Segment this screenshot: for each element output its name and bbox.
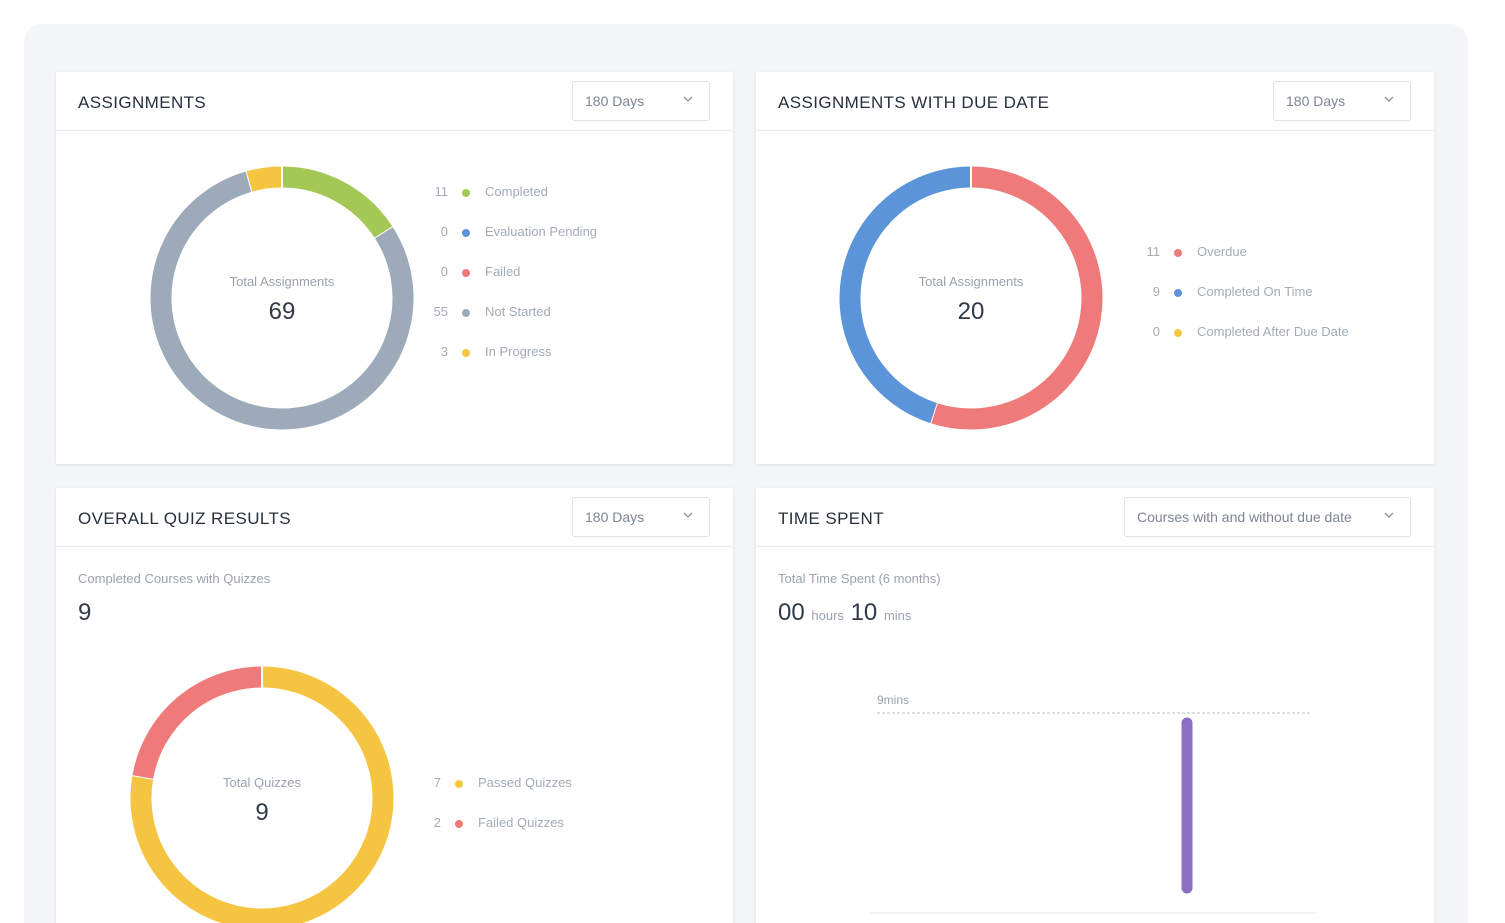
legend-count: 11 [1146, 244, 1161, 259]
legend-item[interactable]: 0 Evaluation Pending [432, 224, 692, 242]
completed-courses-value: 9 [78, 599, 92, 626]
legend-item[interactable]: 0 Completed After Due Date [1144, 324, 1404, 342]
donut-center-label: Total Assignments [918, 274, 1024, 289]
legend-item[interactable]: 11 Completed [432, 184, 692, 202]
reference-line-label: 9mins [877, 693, 910, 707]
donut-slice-completed-on-time[interactable] [839, 166, 972, 424]
slice-separator [131, 774, 155, 780]
legend-color-dot [462, 189, 470, 197]
legend-item[interactable]: 9 Completed On Time [1144, 284, 1404, 302]
legend-label: Completed After Due Date [1197, 324, 1349, 339]
donut-slice-in-progress[interactable] [246, 166, 283, 192]
mins-unit: mins [883, 608, 912, 623]
due-date-donut-chart [839, 165, 1103, 430]
assignments-donut-chart [150, 165, 414, 430]
donut-slice-completed[interactable] [281, 166, 393, 239]
donut-slice-failed-quizzes[interactable] [132, 666, 263, 780]
donut-center-value: 69 [268, 298, 296, 325]
total-time-value: 00 hours 10 mins [778, 599, 911, 627]
completed-courses-label: Completed Courses with Quizzes [78, 571, 271, 586]
legend-label: Overdue [1197, 244, 1247, 259]
legend-label: Completed On Time [1197, 284, 1313, 299]
hours-value: 00 [778, 599, 805, 626]
card-header: ASSIGNMENTS WITH DUE DATE 180 Days [756, 72, 1434, 131]
legend-label: In Progress [485, 344, 552, 359]
total-time-label: Total Time Spent (6 months) [778, 571, 941, 586]
legend-count: 3 [440, 344, 448, 359]
legend-item[interactable]: 0 Failed [432, 264, 692, 282]
legend-color-dot [1174, 249, 1182, 257]
legend-color-dot [1174, 329, 1182, 337]
hours-unit: hours [811, 608, 844, 623]
card-header: OVERALL QUIZ RESULTS 180 Days [56, 488, 733, 547]
donut-center-label: Total Quizzes [222, 775, 302, 790]
course-filter-dropdown[interactable]: Courses with and without due date [1124, 497, 1411, 537]
legend-color-dot [455, 820, 463, 828]
card-header: ASSIGNMENTS 180 Days [56, 72, 733, 131]
card-title: TIME SPENT [778, 509, 885, 528]
legend-color-dot [462, 349, 470, 357]
legend-label: Completed [485, 184, 548, 199]
dropdown-value: Courses with and without due date [1137, 509, 1352, 525]
chevron-down-icon [683, 512, 693, 518]
legend-color-dot [455, 780, 463, 788]
legend-count: 2 [433, 815, 441, 830]
period-dropdown[interactable]: 180 Days [572, 497, 710, 537]
donut-center-value: 20 [957, 298, 985, 325]
legend-label: Evaluation Pending [485, 224, 598, 239]
legend-label: Failed [485, 264, 521, 279]
legend-count: 7 [433, 775, 441, 790]
slice-separator [373, 225, 395, 240]
legend-item[interactable]: 11 Overdue [1144, 244, 1404, 262]
chevron-down-icon [1384, 512, 1394, 518]
legend-label: Failed Quizzes [478, 815, 564, 830]
legend-count: 0 [440, 224, 448, 239]
donut-center-value: 9 [255, 799, 269, 826]
card-title: OVERALL QUIZ RESULTS [78, 509, 291, 528]
donut-center-label: Total Assignments [229, 274, 335, 289]
card-title: ASSIGNMENTS [78, 93, 207, 112]
due-date-card: ASSIGNMENTS WITH DUE DATE 180 Days Total… [756, 72, 1434, 464]
legend-count: 55 [433, 304, 448, 319]
legend-count: 11 [434, 184, 449, 199]
dropdown-value: 180 Days [585, 93, 645, 109]
legend-count: 0 [440, 264, 448, 279]
time-spent-card: TIME SPENT Courses with and without due … [756, 488, 1434, 923]
chevron-down-icon [1384, 96, 1394, 102]
legend-count: 0 [1152, 324, 1160, 339]
legend-item[interactable]: 7 Passed Quizzes [425, 775, 685, 793]
donut-slice-passed-quizzes[interactable] [130, 666, 394, 923]
period-dropdown[interactable]: 180 Days [1273, 81, 1411, 121]
assignments-card: ASSIGNMENTS 180 Days Total Assignments 6… [56, 72, 733, 464]
card-title: ASSIGNMENTS WITH DUE DATE [778, 93, 1050, 112]
legend-item[interactable]: 55 Not Started [432, 304, 692, 322]
time-spent-chart [870, 712, 1316, 914]
donut-slice-overdue[interactable] [930, 166, 1103, 430]
legend-color-dot [462, 269, 470, 277]
dropdown-value: 180 Days [585, 509, 645, 525]
legend-color-dot [462, 229, 470, 237]
legend-label: Passed Quizzes [478, 775, 572, 790]
quiz-donut-chart [130, 665, 394, 923]
legend-item[interactable]: 3 In Progress [432, 344, 692, 362]
mins-value: 10 [850, 599, 878, 626]
period-dropdown[interactable]: 180 Days [572, 81, 710, 121]
legend-color-dot [462, 309, 470, 317]
legend-label: Not Started [485, 304, 551, 319]
legend-color-dot [1174, 289, 1182, 297]
legend-item[interactable]: 2 Failed Quizzes [425, 815, 685, 833]
card-header: TIME SPENT Courses with and without due … [756, 488, 1434, 547]
donut-slice-not-started[interactable] [150, 171, 414, 430]
quiz-card: OVERALL QUIZ RESULTS 180 Days Completed … [56, 488, 733, 923]
dropdown-value: 180 Days [1286, 93, 1346, 109]
chevron-down-icon [683, 96, 693, 102]
legend-count: 9 [1152, 284, 1160, 299]
